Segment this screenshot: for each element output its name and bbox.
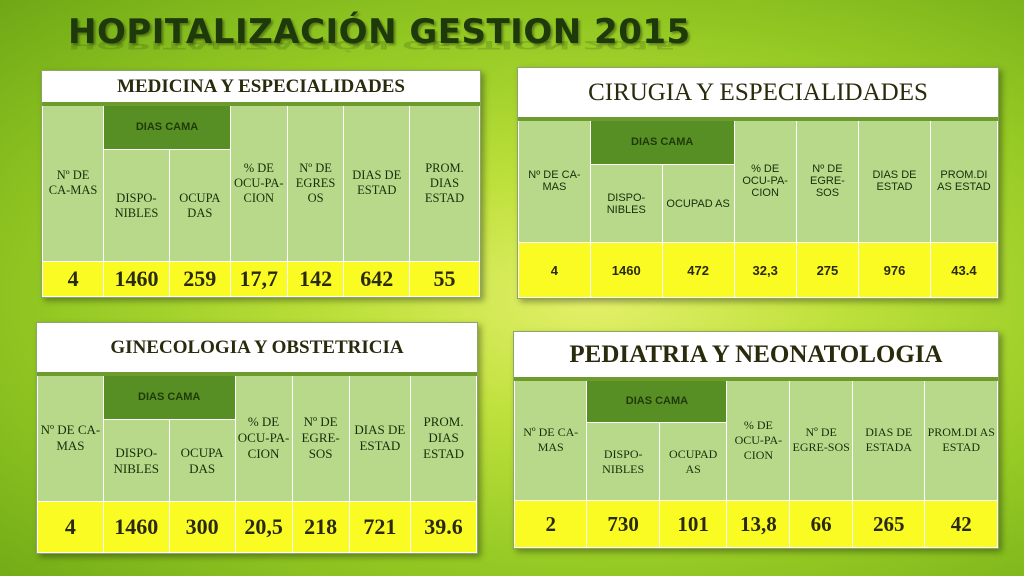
col-header-num-egresos: Nº DE EGRES OS: [286, 103, 345, 262]
col-header-num-egresos: Nº DE EGRE-SOS: [789, 378, 854, 501]
table-medicina: MEDICINA Y ESPECIALIDADES Nº DE CA-MAS D…: [41, 71, 480, 297]
cell-prom-dias: 42: [924, 500, 998, 548]
table-cirugia: CIRUGIA Y ESPECIALIDADES Nº DE CA-MAS DI…: [518, 68, 999, 298]
table-title: PEDIATRIA Y NEONATOLOGIA: [514, 332, 998, 381]
col-header-num-camas: Nº DE CA-MAS: [513, 378, 588, 501]
col-header-ocupadas: OCUPA DAS: [168, 419, 236, 502]
cell-dias-estada: 642: [343, 261, 411, 297]
col-header-dias-cama: DIAS CAMA: [586, 378, 728, 423]
col-header-num-camas: Nº DE CA-MAS: [41, 103, 105, 262]
col-header-num-camas: Nº DE CA-MAS: [518, 118, 591, 243]
cell-dias-estada: 976: [858, 242, 931, 298]
table-row: 4 1460 300 20,5 218 721 39.6: [37, 501, 477, 553]
col-header-prom-dias: PROM. DIAS ESTAD: [410, 373, 477, 502]
col-header-ocupadas: OCUPAD AS: [658, 422, 728, 501]
table-pediatria: PEDIATRIA Y NEONATOLOGIA Nº DE CA-MAS DI…: [513, 332, 998, 548]
cell-num-egresos: 218: [291, 501, 350, 553]
table-title: GINECOLOGIA Y OBSTETRICIA: [37, 323, 477, 376]
cell-num-camas: 4: [41, 261, 105, 297]
cell-disponibles: 1460: [103, 261, 170, 297]
table-ginecologia: GINECOLOGIA Y OBSTETRICIA Nº DE CA-MAS D…: [37, 323, 477, 553]
table-title: CIRUGIA Y ESPECIALIDADES: [518, 68, 998, 121]
cell-num-egresos: 66: [789, 500, 854, 548]
col-header-disponibles: DISPO-NIBLES: [589, 164, 663, 243]
cell-pct-ocupacion: 13,8: [726, 500, 791, 548]
cell-disponibles: 730: [586, 500, 660, 548]
cell-pct-ocupacion: 17,7: [229, 261, 288, 297]
col-header-disponibles: DISPO-NIBLES: [102, 419, 170, 502]
cell-num-camas: 4: [518, 242, 591, 298]
slide-title: HOPITALIZACIÓN GESTION 2015: [68, 12, 691, 52]
panel-cirugia: CIRUGIA Y ESPECIALIDADES Nº DE CA-MAS DI…: [517, 67, 999, 299]
col-header-pct-ocupacion: % DE OCU-PA-CION: [733, 118, 797, 243]
cell-ocupadas: 259: [168, 261, 231, 297]
col-header-num-egresos: Nº DE EGRE-SOS: [795, 118, 860, 243]
table-row: 2 730 101 13,8 66 265 42: [513, 500, 998, 548]
cell-dias-estada: 721: [348, 501, 412, 553]
col-header-num-camas: Nº DE CA-MAS: [37, 373, 104, 502]
cell-dias-estada: 265: [852, 500, 926, 548]
col-header-disponibles: DISPO-NIBLES: [103, 149, 170, 262]
col-header-num-egresos: Nº DE EGRE-SOS: [291, 373, 350, 502]
table-title: MEDICINA Y ESPECIALIDADES: [42, 71, 480, 106]
panel-ginecologia: GINECOLOGIA Y OBSTETRICIA Nº DE CA-MAS D…: [36, 322, 478, 554]
cell-prom-dias: 55: [409, 261, 480, 297]
cell-num-camas: 4: [37, 501, 104, 553]
col-header-dias-cama: DIAS CAMA: [102, 373, 236, 420]
cell-num-egresos: 275: [795, 242, 860, 298]
col-header-dias-estada: DIAS DE ESTADA: [852, 378, 926, 501]
panel-pediatria: PEDIATRIA Y NEONATOLOGIA Nº DE CA-MAS DI…: [513, 331, 999, 549]
col-header-dias-estada: DIAS DE ESTAD: [858, 118, 931, 243]
cell-prom-dias: 39.6: [410, 501, 477, 553]
cell-num-egresos: 142: [286, 261, 345, 297]
col-header-dias-cama: DIAS CAMA: [589, 118, 735, 165]
cell-ocupadas: 101: [658, 500, 728, 548]
col-header-pct-ocupacion: % DE OCU-PA-CION: [234, 373, 293, 502]
col-header-pct-ocupacion: % DE OCU-PA-CION: [726, 378, 791, 501]
col-header-dias-cama: DIAS CAMA: [103, 103, 231, 150]
col-header-dias-estada: DIAS DE ESTAD: [348, 373, 412, 502]
cell-pct-ocupacion: 20,5: [234, 501, 293, 553]
col-header-ocupadas: OCUPA DAS: [168, 149, 231, 262]
cell-num-camas: 2: [513, 500, 588, 548]
cell-ocupadas: 472: [661, 242, 735, 298]
col-header-pct-ocupacion: % DE OCU-PA-CION: [229, 103, 288, 262]
col-header-prom-dias: PROM. DIAS ESTAD: [409, 103, 480, 262]
cell-ocupadas: 300: [168, 501, 236, 553]
col-header-prom-dias: PROM.DI AS ESTAD: [924, 378, 998, 501]
panel-medicina: MEDICINA Y ESPECIALIDADES Nº DE CA-MAS D…: [41, 70, 481, 298]
table-row: 4 1460 472 32,3 275 976 43.4: [518, 242, 999, 298]
cell-disponibles: 1460: [102, 501, 170, 553]
cell-prom-dias: 43.4: [929, 242, 999, 298]
cell-disponibles: 1460: [589, 242, 663, 298]
col-header-ocupadas: OCUPAD AS: [661, 164, 735, 243]
col-header-dias-estada: DIAS DE ESTAD: [343, 103, 411, 262]
table-row: 4 1460 259 17,7 142 642 55: [41, 261, 480, 297]
cell-pct-ocupacion: 32,3: [733, 242, 797, 298]
col-header-prom-dias: PROM.DI AS ESTAD: [929, 118, 999, 243]
col-header-disponibles: DISPO-NIBLES: [586, 422, 660, 501]
